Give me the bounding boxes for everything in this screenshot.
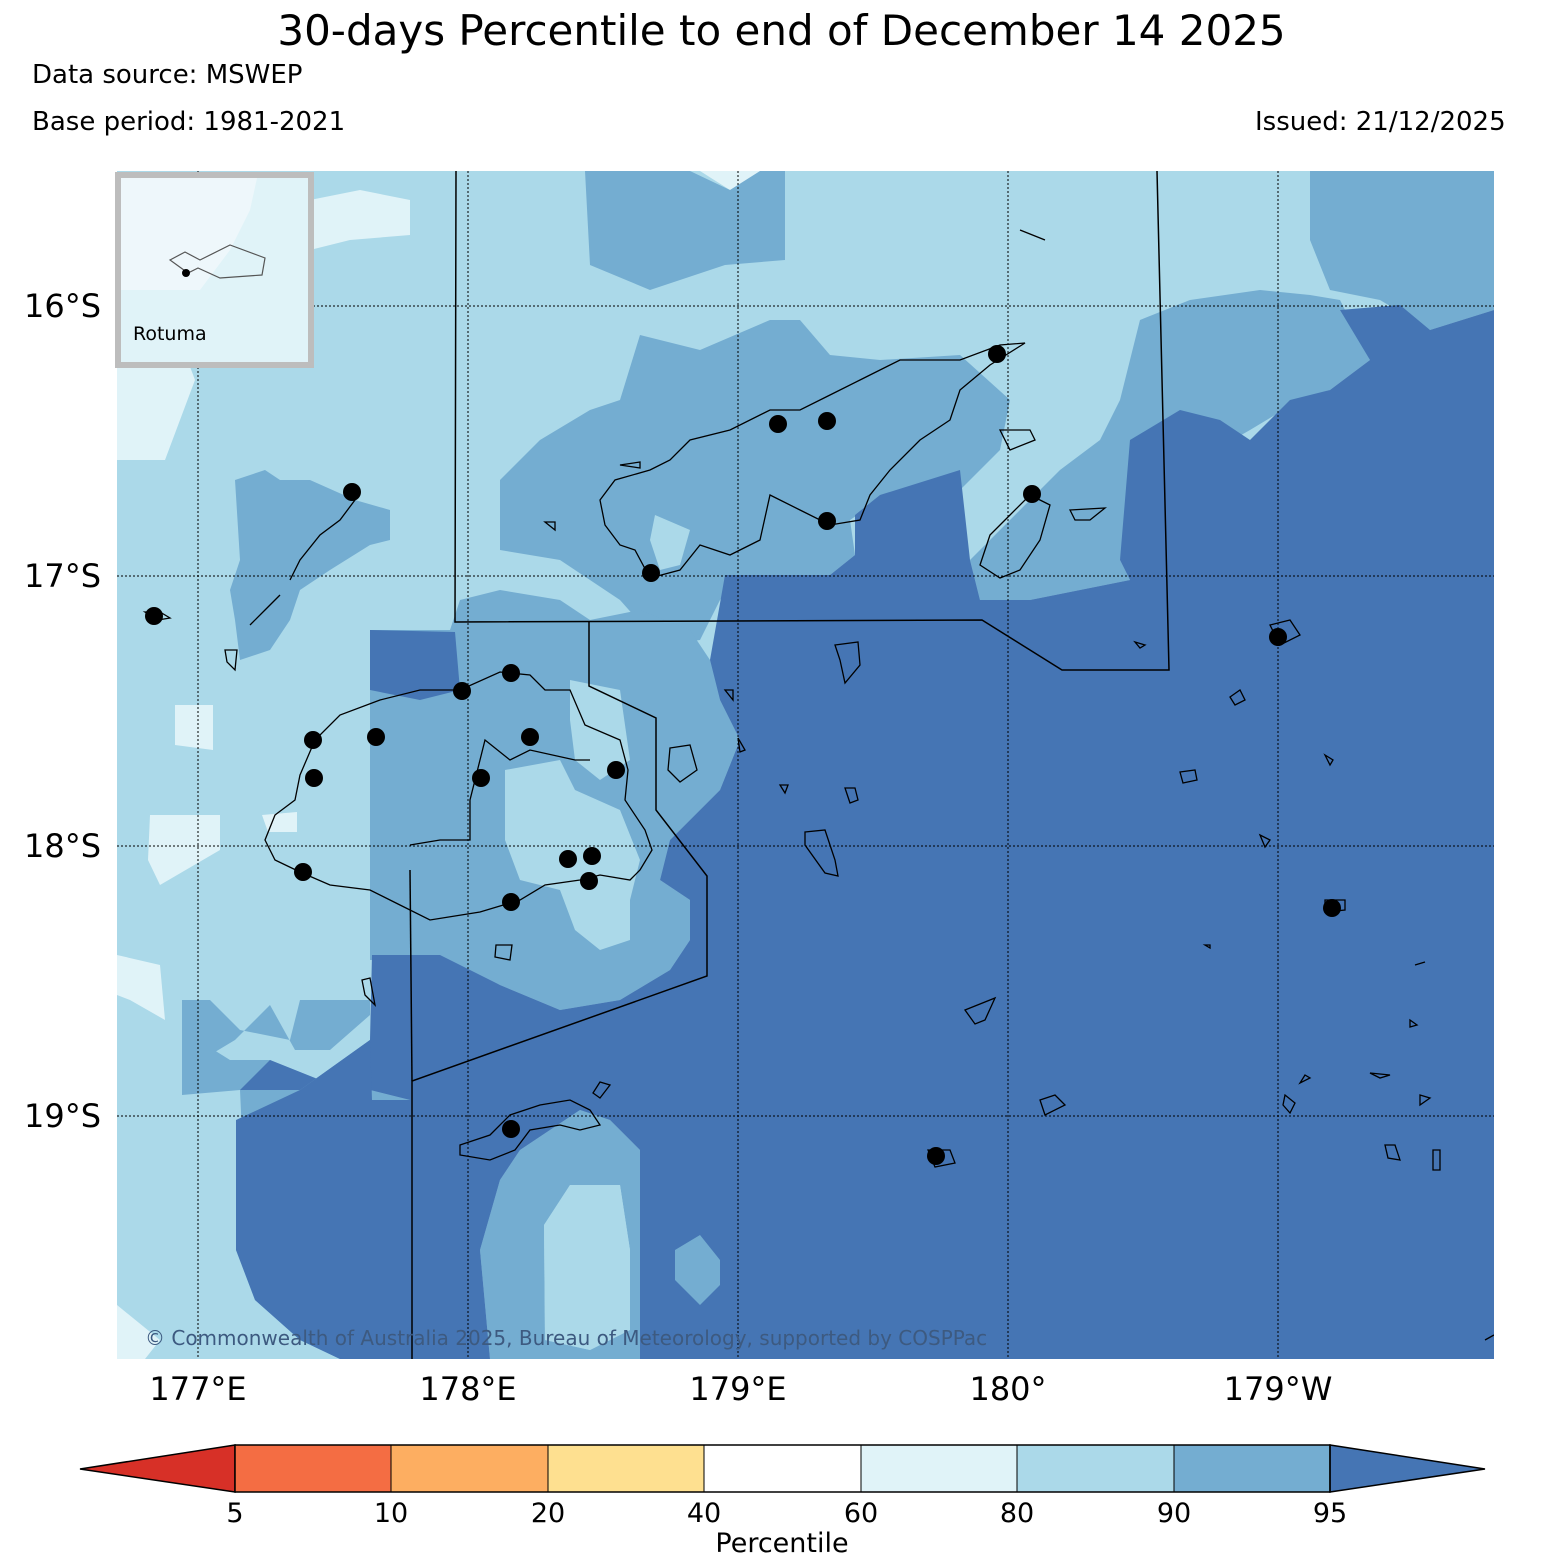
base-period-label: Base period: 1981-2021 bbox=[32, 107, 346, 137]
lat-label-16s: 16°S bbox=[24, 287, 102, 325]
lon-label-179e: 179°E bbox=[689, 1370, 787, 1408]
lon-label-180: 180° bbox=[969, 1370, 1047, 1408]
lat-label-17s: 17°S bbox=[24, 557, 102, 595]
colorbar-extend-low bbox=[79, 1444, 236, 1493]
station-markers bbox=[145, 345, 1341, 1165]
lon-label-178e: 178°E bbox=[419, 1370, 517, 1408]
lat-label-19s: 19°S bbox=[24, 1097, 102, 1135]
data-source-label: Data source: MSWEP bbox=[32, 60, 303, 90]
colorbar-tick-40: 40 bbox=[686, 1498, 722, 1529]
colorbar-extend-high bbox=[1329, 1444, 1486, 1493]
colorbar-tick-5: 5 bbox=[226, 1498, 244, 1529]
colorbar-tick-60: 60 bbox=[843, 1498, 879, 1529]
colorbar-tick-20: 20 bbox=[530, 1498, 566, 1529]
band-above-95 bbox=[236, 305, 1494, 1359]
map-title: 30-days Percentile to end of December 14… bbox=[277, 6, 1286, 55]
lon-label-179w: 179°W bbox=[1223, 1370, 1333, 1408]
colorbar-tick-90: 90 bbox=[1156, 1498, 1192, 1529]
division-boundaries bbox=[409, 171, 1170, 1359]
copyright-notice: © Commonwealth of Australia 2025, Bureau… bbox=[145, 1326, 988, 1350]
colorbar-tick-95: 95 bbox=[1312, 1498, 1348, 1529]
lat-label-18s: 18°S bbox=[24, 827, 102, 865]
lon-label-177e: 177°E bbox=[149, 1370, 247, 1408]
colorbar-tick-80: 80 bbox=[999, 1498, 1035, 1529]
colorbar-tick-10: 10 bbox=[373, 1498, 409, 1529]
rotuma-inset bbox=[115, 172, 314, 368]
colorbar bbox=[79, 1444, 1486, 1493]
inset-label: Rotuma bbox=[133, 323, 207, 345]
issued-label: Issued: 21/12/2025 bbox=[1255, 107, 1506, 137]
colorbar-title: Percentile bbox=[715, 1528, 849, 1559]
